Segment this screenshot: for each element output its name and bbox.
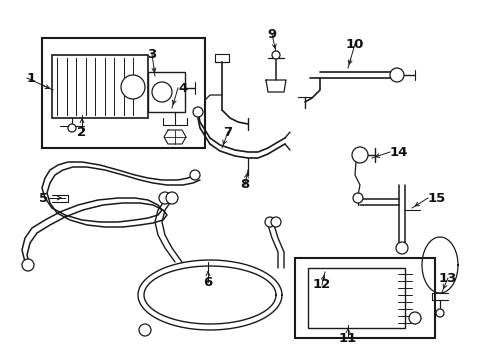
- Bar: [308, 268, 405, 328]
- Bar: [295, 258, 435, 338]
- Text: 1: 1: [27, 72, 36, 85]
- Circle shape: [265, 217, 275, 227]
- Text: 2: 2: [77, 126, 87, 139]
- Circle shape: [436, 309, 444, 317]
- Bar: [42, 38, 205, 148]
- Text: 12: 12: [313, 279, 331, 292]
- Circle shape: [159, 192, 171, 204]
- Circle shape: [152, 82, 172, 102]
- Text: 5: 5: [39, 192, 48, 204]
- Circle shape: [352, 147, 368, 163]
- Circle shape: [390, 68, 404, 82]
- Text: 15: 15: [428, 192, 446, 204]
- Circle shape: [121, 75, 145, 99]
- Circle shape: [353, 193, 363, 203]
- Text: 7: 7: [223, 126, 233, 139]
- Text: 10: 10: [346, 37, 364, 50]
- Text: 13: 13: [439, 271, 457, 284]
- Text: 8: 8: [241, 179, 249, 192]
- Circle shape: [190, 170, 200, 180]
- Circle shape: [271, 217, 281, 227]
- Circle shape: [68, 124, 76, 132]
- Text: 4: 4: [178, 81, 187, 94]
- Circle shape: [409, 312, 421, 324]
- Circle shape: [166, 192, 178, 204]
- Circle shape: [22, 259, 34, 271]
- Text: 3: 3: [147, 48, 157, 60]
- Circle shape: [272, 51, 280, 59]
- Text: 14: 14: [390, 145, 408, 158]
- Bar: [52, 55, 148, 118]
- Text: 9: 9: [268, 27, 276, 40]
- Text: 6: 6: [203, 275, 213, 288]
- Text: 11: 11: [339, 332, 357, 345]
- Circle shape: [193, 107, 203, 117]
- Circle shape: [396, 242, 408, 254]
- Bar: [148, 72, 185, 112]
- Circle shape: [139, 324, 151, 336]
